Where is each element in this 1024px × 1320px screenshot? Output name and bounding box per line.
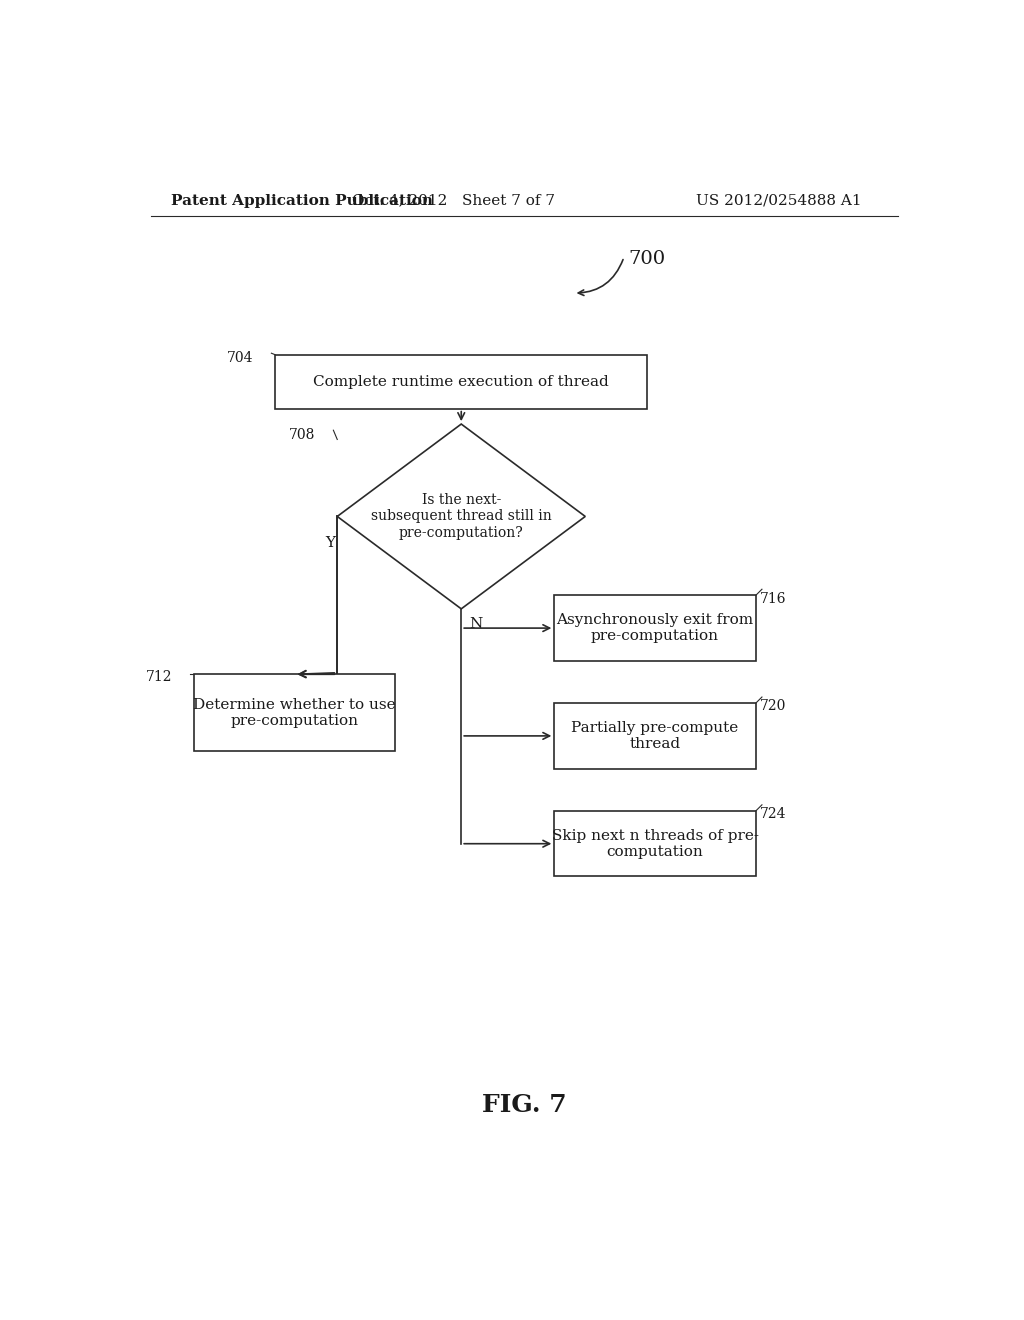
Text: Partially pre-compute
thread: Partially pre-compute thread	[571, 721, 738, 751]
Text: Asynchronously exit from
pre-computation: Asynchronously exit from pre-computation	[556, 612, 754, 643]
FancyBboxPatch shape	[554, 810, 756, 876]
Text: 720: 720	[760, 700, 786, 713]
Text: Y: Y	[326, 536, 336, 550]
FancyBboxPatch shape	[554, 595, 756, 661]
Text: Oct. 4, 2012   Sheet 7 of 7: Oct. 4, 2012 Sheet 7 of 7	[352, 194, 555, 207]
Text: 704: 704	[227, 351, 254, 364]
Text: Is the next-
subsequent thread still in
pre-computation?: Is the next- subsequent thread still in …	[371, 494, 552, 540]
FancyBboxPatch shape	[554, 704, 756, 768]
Text: 700: 700	[628, 249, 665, 268]
Polygon shape	[337, 424, 586, 609]
Text: Skip next n threads of pre-
computation: Skip next n threads of pre- computation	[552, 829, 759, 859]
Text: Complete runtime execution of thread: Complete runtime execution of thread	[313, 375, 609, 388]
Text: 724: 724	[760, 807, 786, 821]
Text: N: N	[469, 618, 482, 631]
Text: 716: 716	[760, 591, 786, 606]
FancyBboxPatch shape	[194, 675, 395, 751]
Text: US 2012/0254888 A1: US 2012/0254888 A1	[696, 194, 862, 207]
Text: 708: 708	[289, 428, 315, 442]
Text: Determine whether to use
pre-computation: Determine whether to use pre-computation	[194, 698, 396, 727]
Text: 712: 712	[145, 671, 172, 685]
Text: Patent Application Publication: Patent Application Publication	[171, 194, 432, 207]
Text: FIG. 7: FIG. 7	[482, 1093, 567, 1118]
FancyBboxPatch shape	[275, 355, 647, 409]
